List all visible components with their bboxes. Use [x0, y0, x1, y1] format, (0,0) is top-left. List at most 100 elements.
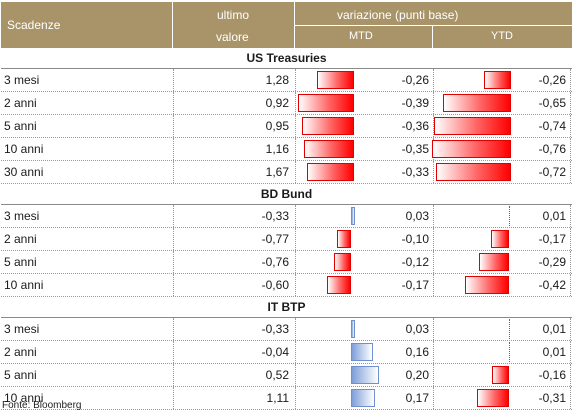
last-value: -0,77: [173, 228, 293, 250]
table-row: 10 anni 1,11 0,17 -0,31: [1, 387, 572, 410]
maturity-label: 3 mesi: [4, 322, 40, 336]
negative-bar: [436, 163, 511, 181]
header-divider: [295, 25, 572, 26]
positive-bar: [351, 389, 375, 407]
negative-bar: [491, 230, 509, 248]
last-value: 1,67: [173, 161, 293, 183]
last-value: 1,16: [173, 138, 293, 160]
negative-bar: [336, 230, 351, 248]
zero-axis: [509, 342, 510, 362]
table-body: US Treasuries 3 mesi 1,28 -0,26 -0,26 2 anni 0…: [1, 48, 572, 410]
mtd-value: -0,10: [401, 232, 429, 246]
negative-bar: [492, 366, 509, 384]
negative-bar: [316, 71, 354, 89]
mtd-value: -0,17: [401, 278, 429, 292]
table-row: 3 mesi -0,33 0,03 0,01: [1, 205, 572, 228]
header-mtd: MTD: [349, 30, 373, 42]
ytd-cell: -0,65: [432, 92, 571, 114]
ytd-cell: -0,31: [432, 387, 571, 409]
header-ytd: YTD: [491, 30, 513, 42]
section-title: BD Bund: [1, 184, 572, 205]
last-value: -0,33: [173, 318, 293, 340]
last-value: 0,95: [173, 115, 293, 137]
ytd-cell: -0,26: [432, 69, 571, 91]
mtd-cell: 0,03: [295, 205, 434, 227]
table-row: 3 mesi 1,28 -0,26 -0,26: [1, 69, 572, 92]
ytd-value: -0,72: [538, 165, 566, 179]
positive-bar: [351, 320, 356, 338]
maturity-label: 2 anni: [4, 345, 37, 359]
source-note: Fonte: Bloomberg: [2, 400, 82, 411]
mtd-value: -0,12: [401, 255, 429, 269]
positive-bar: [351, 343, 374, 361]
mtd-cell: -0,36: [295, 115, 434, 137]
header-scadenze: Scadenze: [7, 18, 61, 32]
negative-bar: [333, 253, 351, 271]
last-value: -0,76: [173, 251, 293, 273]
header-ultimo: ultimo: [217, 8, 250, 22]
mtd-value: -0,39: [401, 96, 429, 110]
mtd-cell: -0,17: [295, 274, 434, 296]
table-row: 5 anni 0,95 -0,36 -0,74: [1, 115, 572, 138]
ytd-value: -0,31: [538, 391, 566, 405]
mtd-value: 0,17: [405, 391, 429, 405]
header-divider: [172, 2, 173, 48]
table-row: 10 anni 1,16 -0,35 -0,76: [1, 138, 572, 161]
header-variazione: variazione (punti base): [337, 8, 459, 22]
mtd-cell: 0,16: [295, 341, 434, 363]
ytd-cell: -0,74: [432, 115, 571, 137]
mtd-cell: -0,26: [295, 69, 434, 91]
maturity-label: 5 anni: [4, 119, 37, 133]
ytd-value: -0,16: [538, 368, 566, 382]
table-row: 30 anni 1,67 -0,33 -0,72: [1, 161, 572, 184]
yields-table: Scadenze ultimo valore variazione (punti…: [1, 2, 572, 410]
mtd-value: 0,03: [405, 322, 429, 336]
table-row: 3 mesi -0,33 0,03 0,01: [1, 318, 572, 341]
negative-bar: [434, 117, 511, 135]
ytd-value: -0,76: [538, 142, 566, 156]
mtd-cell: -0,39: [295, 92, 434, 114]
ytd-value: 0,01: [542, 209, 566, 223]
maturity-label: 30 anni: [4, 165, 44, 179]
ytd-cell: -0,17: [432, 228, 571, 250]
mtd-cell: 0,03: [295, 318, 434, 340]
maturity-label: 10 anni: [4, 278, 44, 292]
ytd-cell: -0,16: [432, 364, 571, 386]
table-row: 2 anni 0,92 -0,39 -0,65: [1, 92, 572, 115]
table-row: 2 anni -0,77 -0,10 -0,17: [1, 228, 572, 251]
last-value: 1,28: [173, 69, 293, 91]
ytd-value: -0,29: [538, 255, 566, 269]
maturity-label: 5 anni: [4, 368, 37, 382]
ytd-cell: -0,72: [432, 161, 571, 183]
header-divider: [432, 25, 433, 48]
maturity-label: 10 anni: [4, 142, 44, 156]
maturity-label: 2 anni: [4, 96, 37, 110]
ytd-cell: -0,42: [432, 274, 571, 296]
negative-bar: [432, 140, 511, 158]
negative-bar: [476, 389, 509, 407]
table-row: 2 anni -0,04 0,16 0,01: [1, 341, 572, 364]
ytd-cell: 0,01: [432, 205, 571, 227]
maturity-label: 3 mesi: [4, 73, 40, 87]
section-title: IT BTP: [1, 297, 572, 318]
ytd-cell: -0,76: [432, 138, 571, 160]
last-value: -0,04: [173, 341, 293, 363]
positive-bar: [351, 366, 379, 384]
mtd-value: 0,20: [405, 368, 429, 382]
negative-bar: [478, 253, 509, 271]
maturity-label: 3 mesi: [4, 209, 40, 223]
mtd-value: 0,03: [405, 209, 429, 223]
mtd-value: -0,36: [401, 119, 429, 133]
mtd-cell: -0,10: [295, 228, 434, 250]
zero-axis: [509, 319, 510, 339]
ytd-value: 0,01: [542, 345, 566, 359]
ytd-value: -0,74: [538, 119, 566, 133]
maturity-label: 2 anni: [4, 232, 37, 246]
mtd-cell: -0,33: [295, 161, 434, 183]
maturity-label: 10 anni: [4, 391, 44, 405]
negative-bar: [326, 276, 351, 294]
ytd-value: -0,42: [538, 278, 566, 292]
negative-bar: [443, 94, 511, 112]
ytd-cell: -0,29: [432, 251, 571, 273]
negative-bar: [306, 163, 354, 181]
